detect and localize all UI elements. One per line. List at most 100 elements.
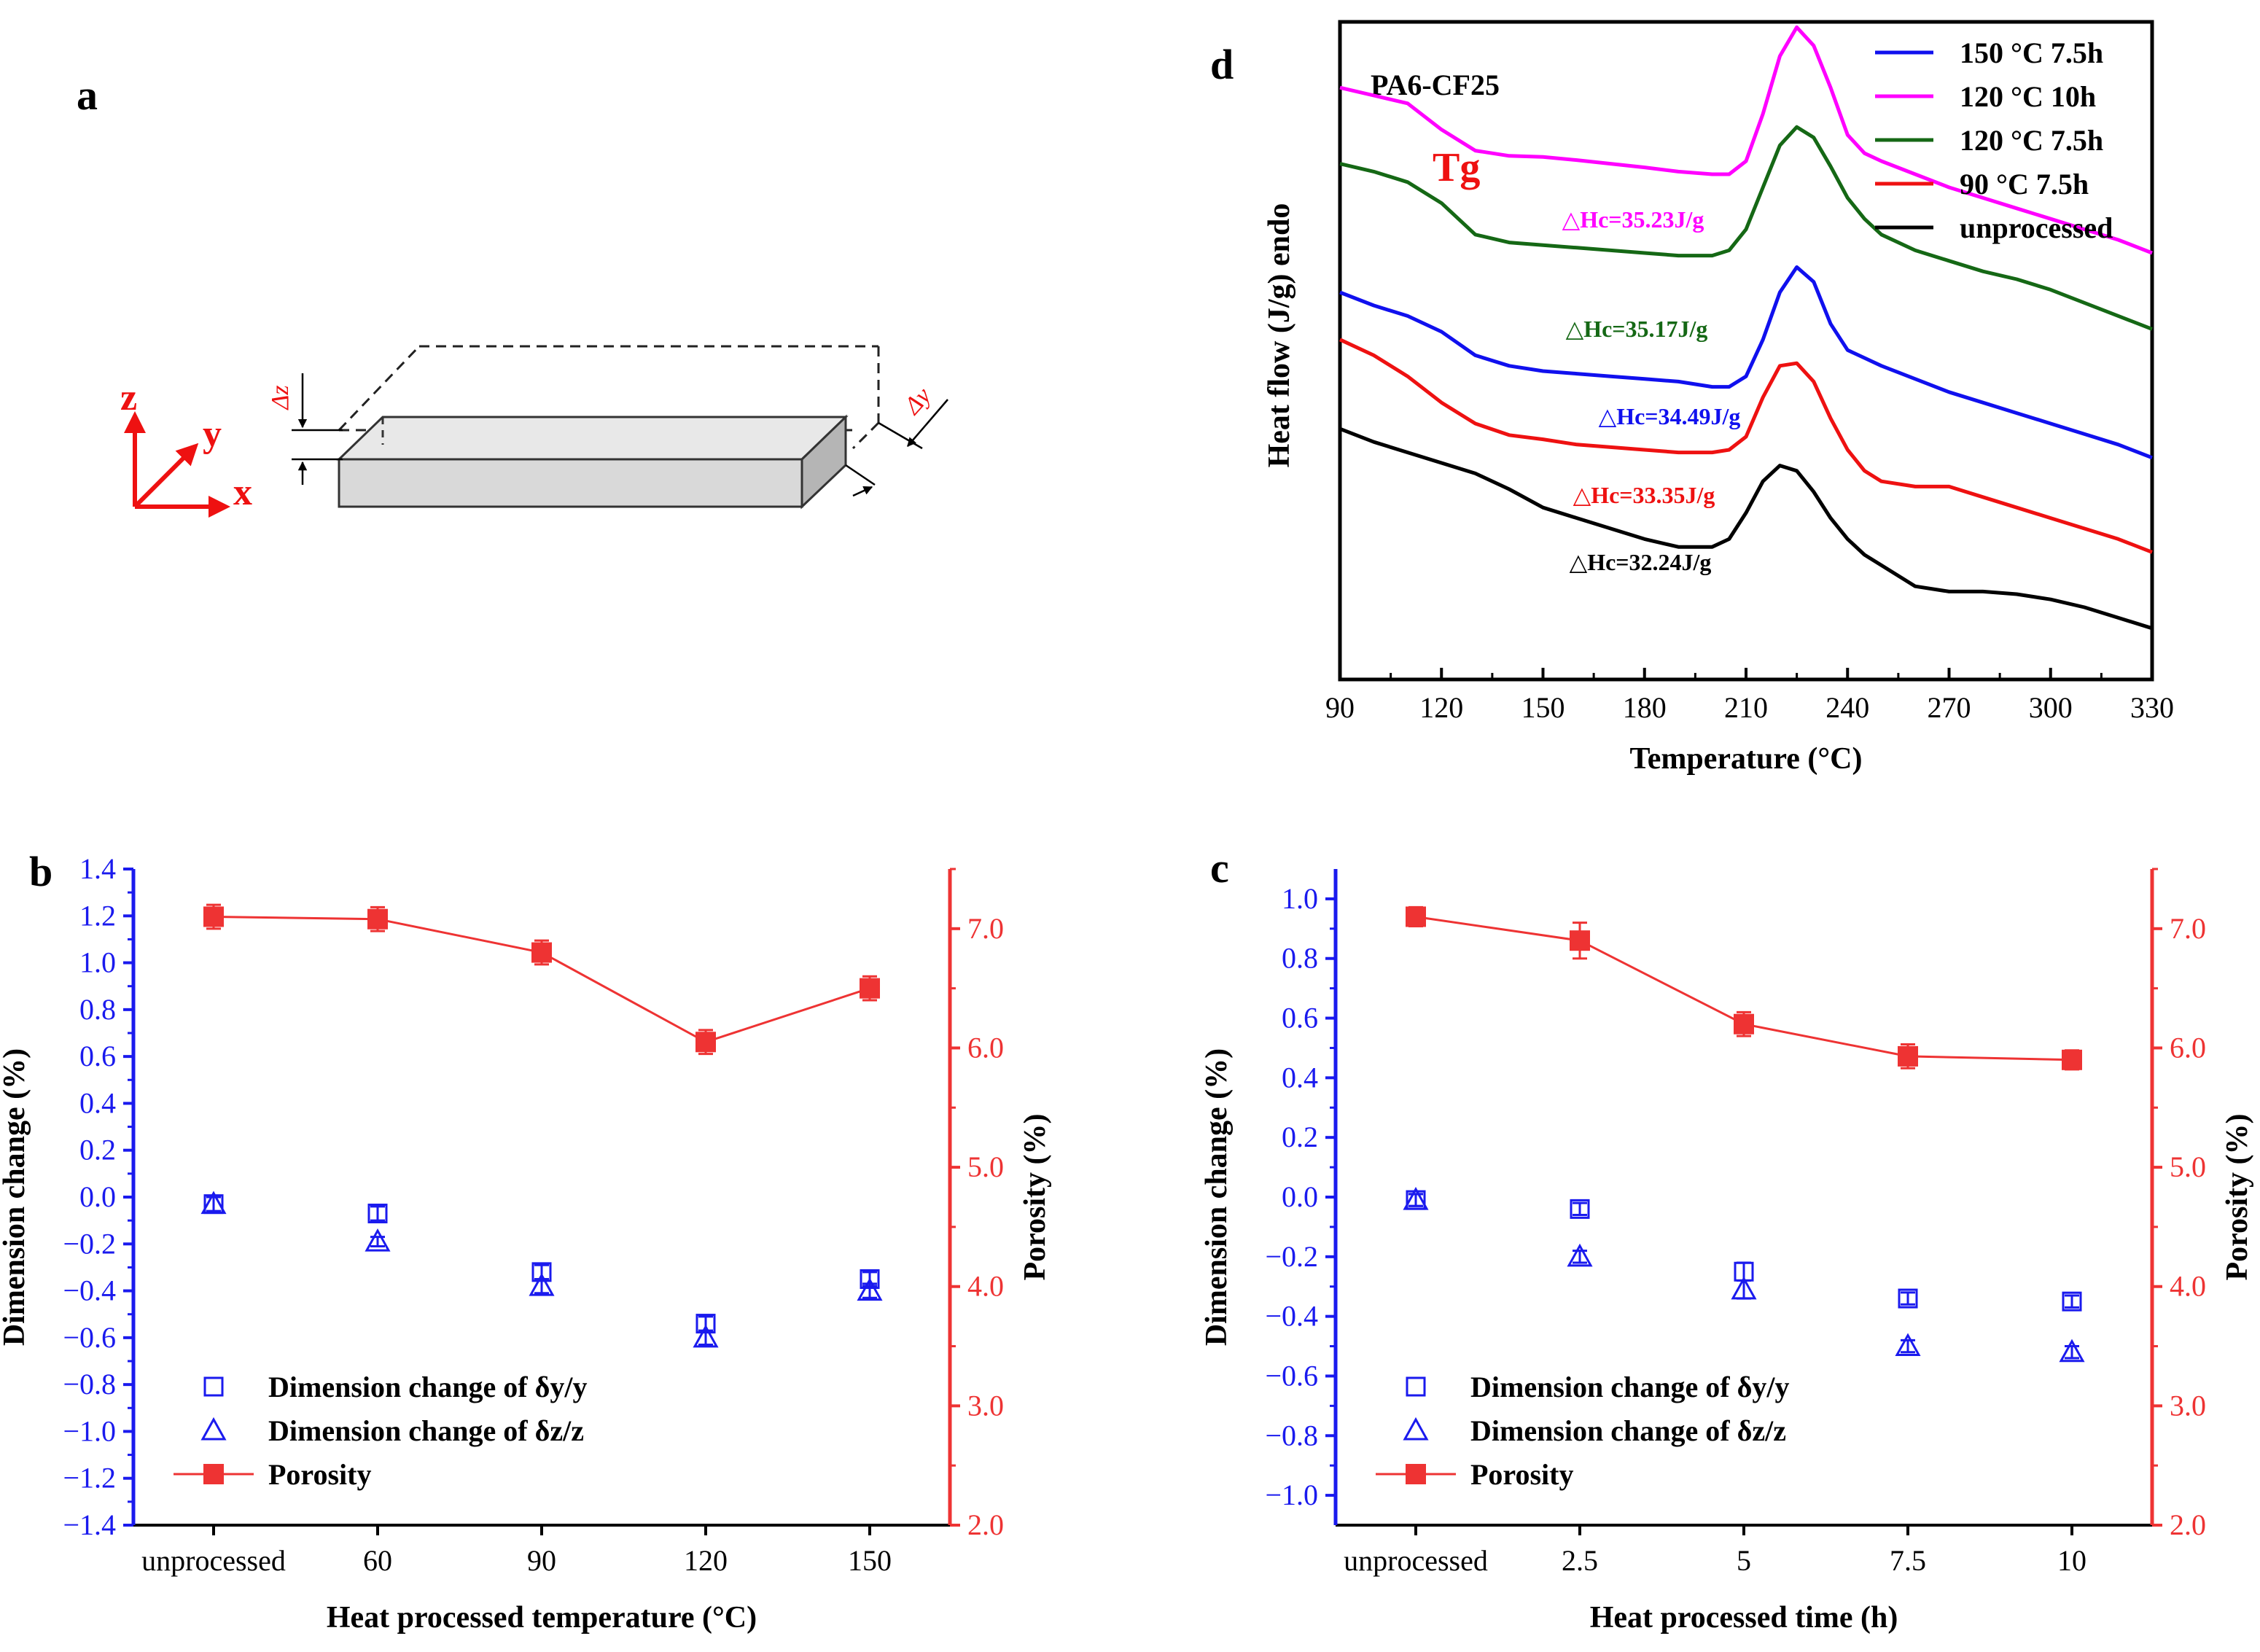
- x-tick-label: 60: [363, 1544, 392, 1577]
- left-y-tick-label: 0.0: [1282, 1180, 1318, 1213]
- panel-label-a: a: [77, 71, 98, 119]
- left-y-tick-label: 1.0: [1282, 882, 1318, 915]
- point-dy: [1570, 1199, 1590, 1219]
- y-axis-title: Heat flow (J/g) endo: [1263, 203, 1296, 468]
- x-axis-letter: x: [233, 472, 252, 513]
- left-y-tick-label: −0.2: [1265, 1240, 1318, 1273]
- point-porosity: [860, 978, 880, 999]
- legend-label: unprocessed: [1960, 211, 2113, 244]
- panel-label-b: b: [29, 848, 52, 895]
- left-y-tick-label: 0.4: [1282, 1061, 1318, 1094]
- point-dz: [200, 1191, 227, 1215]
- x-tick-label: 270: [1928, 691, 1971, 724]
- tg-annotation: Tg: [1433, 145, 1480, 190]
- right-y-axis-title: Porosity (%): [2221, 1113, 2254, 1280]
- point-porosity: [1734, 1013, 1754, 1035]
- legend-marker: [1403, 1417, 1429, 1441]
- x-tick-label: 90: [1325, 691, 1355, 724]
- left-y-tick-label: −0.8: [63, 1368, 116, 1400]
- x-tick-label: 120: [1419, 691, 1463, 724]
- panel-label-c: c: [1210, 844, 1229, 892]
- point-dy: [2062, 1291, 2082, 1312]
- x-tick-label: unprocessed: [141, 1544, 286, 1577]
- schematic-panel-a: x z y Δz: [120, 345, 948, 518]
- point-dz: [693, 1324, 719, 1348]
- left-y-tick-label: 0.2: [79, 1134, 116, 1166]
- left-y-tick-label: −1.0: [1265, 1478, 1318, 1511]
- right-y-tick-label: 3.0: [2170, 1389, 2206, 1422]
- left-y-tick-label: −0.8: [1265, 1419, 1318, 1452]
- plot-frame: [1338, 20, 2154, 682]
- left-y-tick-label: 0.8: [79, 993, 116, 1026]
- left-y-tick-label: −0.6: [1265, 1359, 1318, 1392]
- point-porosity: [1570, 930, 1590, 951]
- point-dz: [1567, 1243, 1593, 1267]
- x-axis-title: Heat processed temperature (°C): [327, 1601, 757, 1635]
- x-axis-title: Temperature (°C): [1630, 742, 1863, 776]
- delta-y-label: Δy: [898, 382, 937, 421]
- legend-label: 120 °C 10h: [1960, 80, 2096, 113]
- x-tick-label: 120: [684, 1544, 728, 1577]
- right-y-tick-label: 7.0: [2170, 912, 2206, 945]
- point-dy: [367, 1204, 388, 1223]
- point-dz: [857, 1277, 883, 1301]
- point-porosity: [695, 1032, 716, 1053]
- x-tick-label: 2.5: [1562, 1544, 1598, 1577]
- legend-marker: [203, 1464, 224, 1484]
- dimension-time-chart: −1.0 −0.8 −0.6 −0.4 −0.2 0.0 0.2 0.4 0.6 0.8 1.0 2.…: [1200, 868, 2254, 1635]
- series-line-4: [1339, 426, 2153, 631]
- series-line-3: [1339, 338, 2153, 554]
- x-tick-label: 210: [1724, 691, 1768, 724]
- legend-label: Porosity: [1470, 1458, 1573, 1491]
- left-y-axis-title: Dimension change (%): [0, 1048, 31, 1346]
- legend-label: 150 °C 7.5h: [1960, 36, 2103, 69]
- legend-label: 120 °C 7.5h: [1960, 124, 2103, 157]
- right-y-tick-label: 2.0: [967, 1508, 1004, 1541]
- legend-label: 90 °C 7.5h: [1960, 168, 2089, 200]
- left-y-tick-label: 0.4: [79, 1086, 116, 1119]
- right-y-axis-title: Porosity (%): [1018, 1113, 1052, 1280]
- left-y-tick-label: 1.2: [79, 899, 116, 932]
- left-y-tick-label: −1.4: [63, 1508, 116, 1541]
- point-dz: [529, 1273, 555, 1296]
- right-y-tick-label: 5.0: [2170, 1150, 2206, 1183]
- series-line-1: [1339, 25, 2153, 255]
- point-porosity: [1406, 906, 1426, 927]
- enthalpy-annotation: △Hc=35.17J/g: [1566, 316, 1708, 342]
- x-tick-label: 150: [1521, 691, 1565, 724]
- point-porosity: [1898, 1045, 1918, 1067]
- point-porosity: [203, 906, 224, 927]
- legend-label: Dimension change of δy/y: [268, 1371, 587, 1403]
- point-dz: [1403, 1187, 1429, 1210]
- enthalpy-annotation: △Hc=32.24J/g: [1570, 549, 1712, 575]
- left-y-tick-label: −0.2: [63, 1227, 116, 1260]
- delta-z-label: Δz: [267, 385, 294, 410]
- right-y-tick-label: 2.0: [2170, 1508, 2206, 1541]
- x-tick-label: 240: [1825, 691, 1869, 724]
- left-y-tick-label: 0.0: [79, 1180, 116, 1213]
- enthalpy-annotation: △Hc=33.35J/g: [1573, 482, 1715, 508]
- legend-marker: [1406, 1464, 1426, 1484]
- enthalpy-annotation: △Hc=34.49J/g: [1599, 403, 1741, 429]
- x-tick-label: 300: [2029, 691, 2073, 724]
- point-dz: [1731, 1276, 1757, 1300]
- legend-label: Dimension change of δz/z: [268, 1414, 584, 1447]
- left-y-tick-label: −0.4: [63, 1274, 116, 1307]
- series-line-2: [1339, 125, 2153, 331]
- legend-marker: [200, 1417, 227, 1441]
- x-axis-title: Heat processed time (h): [1590, 1601, 1898, 1635]
- point-dz: [365, 1228, 391, 1252]
- enthalpy-annotation: △Hc=35.23J/g: [1562, 206, 1704, 233]
- left-y-tick-label: 1.0: [79, 946, 116, 979]
- left-y-tick-label: 0.2: [1282, 1121, 1318, 1153]
- right-y-tick-label: 4.0: [2170, 1270, 2206, 1303]
- y-axis-arrow: [133, 443, 199, 509]
- x-tick-label: unprocessed: [1344, 1544, 1488, 1577]
- right-y-tick-label: 6.0: [2170, 1031, 2206, 1064]
- left-y-tick-label: 0.6: [1282, 1002, 1318, 1035]
- chart-title: PA6-CF25: [1371, 69, 1500, 101]
- left-y-tick-label: −0.6: [63, 1321, 116, 1354]
- series-line-0: [1339, 265, 2153, 460]
- right-y-tick-label: 6.0: [967, 1031, 1004, 1064]
